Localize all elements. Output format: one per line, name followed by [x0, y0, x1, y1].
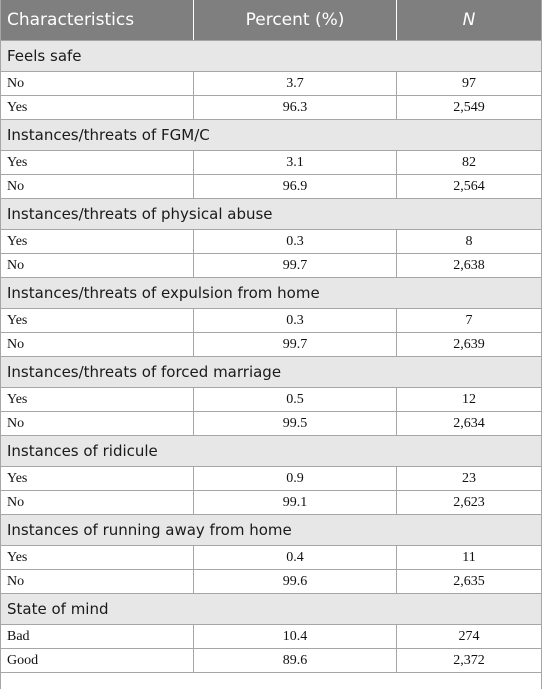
row-label: No [1, 570, 194, 593]
table-row: Yes 3.1 82 [1, 150, 541, 174]
row-label: Yes [1, 96, 194, 119]
table-row: Yes 0.3 7 [1, 308, 541, 332]
table-row: Yes 96.3 2,549 [1, 95, 541, 119]
row-percent: 99.5 [194, 412, 397, 435]
table-row: No 3.7 97 [1, 71, 541, 95]
row-n: 82 [462, 154, 476, 170]
row-percent: 89.6 [194, 649, 397, 672]
row-n: 2,635 [453, 573, 485, 589]
table-row: No 99.1 2,623 [1, 490, 541, 514]
row-label: No [1, 491, 194, 514]
row-label: No [1, 72, 194, 95]
row-label: No [1, 412, 194, 435]
table-row: Bad 10.4 274 [1, 624, 541, 648]
header-percent: Percent (%) [194, 0, 397, 40]
section-title: Instances/threats of forced marriage [1, 356, 541, 387]
row-percent: 0.4 [194, 546, 397, 569]
row-percent: 0.9 [194, 467, 397, 490]
row-percent: 99.7 [194, 333, 397, 356]
row-n: 11 [462, 549, 476, 565]
row-n: 7 [465, 312, 473, 328]
section-title: Instances of running away from home [1, 514, 541, 545]
row-label: No [1, 333, 194, 356]
row-n: 12 [462, 391, 476, 407]
row-percent: 3.7 [194, 72, 397, 95]
section-title: Instances/threats of FGM/C [1, 119, 541, 150]
row-n: 2,638 [453, 257, 485, 273]
row-n: 8 [465, 233, 473, 249]
row-percent: 96.3 [194, 96, 397, 119]
row-percent: 99.7 [194, 254, 397, 277]
section-title: Instances of ridicule [1, 435, 541, 466]
table-row: Good 89.6 2,372 [1, 648, 541, 672]
row-label: Yes [1, 230, 194, 253]
row-n: 97 [462, 75, 476, 91]
row-n: 2,372 [453, 652, 485, 668]
section-title: Feels safe [1, 40, 541, 71]
table-row: No 99.7 2,638 [1, 253, 541, 277]
row-label: Yes [1, 467, 194, 490]
row-n: 2,549 [453, 99, 485, 115]
section-title: Instances/threats of expulsion from home [1, 277, 541, 308]
row-label: No [1, 254, 194, 277]
row-label: Bad [1, 625, 194, 648]
row-percent: 99.1 [194, 491, 397, 514]
section-title: Instances/threats of physical abuse [1, 198, 541, 229]
table-row: No 96.9 2,564 [1, 174, 541, 198]
header-characteristics: Characteristics [1, 0, 194, 40]
row-label: Yes [1, 309, 194, 332]
table-row: Yes 0.5 12 [1, 387, 541, 411]
header-n: N [462, 10, 476, 30]
table-row: Yes 0.3 8 [1, 229, 541, 253]
table-row: Yes 0.9 23 [1, 466, 541, 490]
row-n: 23 [462, 470, 476, 486]
table-row: Yes 0.4 11 [1, 545, 541, 569]
table-header: Characteristics Percent (%) N [1, 0, 541, 40]
row-n: 2,639 [453, 336, 485, 352]
row-percent: 0.5 [194, 388, 397, 411]
row-label: Yes [1, 151, 194, 174]
table-row: No 99.7 2,639 [1, 332, 541, 356]
table-row: No 99.6 2,635 [1, 569, 541, 593]
row-n: 2,564 [453, 178, 485, 194]
row-percent: 99.6 [194, 570, 397, 593]
row-label: No [1, 175, 194, 198]
row-n: 2,623 [453, 494, 485, 510]
row-percent: 3.1 [194, 151, 397, 174]
table-row: No 99.5 2,634 [1, 411, 541, 435]
row-percent: 0.3 [194, 230, 397, 253]
row-percent: 0.3 [194, 309, 397, 332]
row-n: 274 [458, 628, 480, 644]
row-n: 2,634 [453, 415, 485, 431]
row-percent: 96.9 [194, 175, 397, 198]
row-label: Yes [1, 388, 194, 411]
row-label: Yes [1, 546, 194, 569]
row-label: Good [1, 649, 194, 672]
section-title: State of mind [1, 593, 541, 624]
row-percent: 10.4 [194, 625, 397, 648]
table-bottom-border [1, 672, 541, 673]
